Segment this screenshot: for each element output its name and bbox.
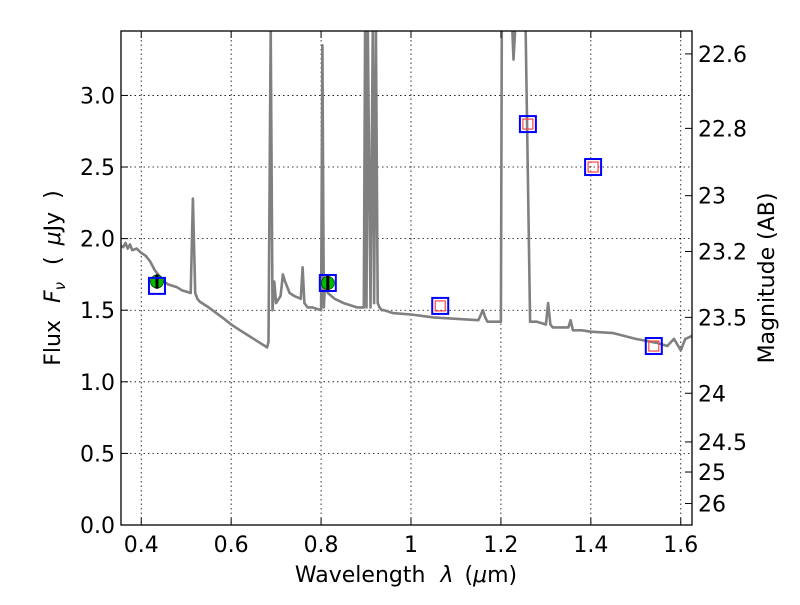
- y2-tick-label: 23.2: [698, 241, 747, 266]
- x-axis-title-text: Wavelength: [295, 563, 426, 588]
- plot-frame: [120, 30, 693, 526]
- y2-tick-label: 22.6: [698, 43, 747, 68]
- y2-tick-label: 23.5: [698, 306, 747, 331]
- y-tick-label: 1.0: [80, 371, 115, 396]
- model-square: [584, 158, 603, 177]
- x-tick-label: 0.6: [214, 533, 249, 558]
- y-axis-ticks: 0.0 0.5 1.0 1.5 2.0 2.5 3.0: [80, 84, 128, 539]
- y-tick-label: 2.0: [80, 228, 115, 253]
- model-square: [147, 276, 166, 295]
- model-inner-square: [522, 118, 534, 130]
- y2-tick-label: 26: [698, 493, 726, 518]
- y2-tick-label: 22.8: [698, 117, 747, 142]
- y-tick-label: 2.5: [80, 156, 115, 181]
- model-square: [431, 296, 450, 315]
- model-square: [318, 274, 337, 293]
- y-axis-title-text: Flux: [41, 320, 66, 366]
- x-axis-unit-mu: μ: [472, 563, 487, 588]
- y-axis-unit-rest: Jy: [41, 212, 66, 234]
- y2-tick-label: 23: [698, 185, 726, 210]
- model-square: [644, 337, 663, 356]
- y-tick-label: 3.0: [80, 84, 115, 109]
- y2-axis-ticks: 22.6 22.8 23 23.2 23.5 24 24.5 25 26: [685, 43, 747, 518]
- x-tick-label: 1.4: [573, 533, 608, 558]
- template-spectrum: [121, 31, 692, 352]
- y-axis-symbol: F: [41, 290, 66, 303]
- x-axis-title: Wavelength λ (μm): [295, 563, 517, 588]
- y2-tick-label: 24.5: [698, 431, 747, 456]
- y-axis-symbol-sub: ν: [51, 282, 69, 290]
- x-tick-label: 0.4: [124, 533, 159, 558]
- model-inner-square: [648, 340, 660, 352]
- spectrum-line: [121, 31, 692, 352]
- model-inner-square: [434, 300, 446, 312]
- y-axis-unit-open: (: [41, 256, 66, 265]
- model-inner-square: [587, 161, 599, 173]
- grid: [121, 31, 692, 525]
- x-tick-label: 1: [404, 533, 418, 558]
- y-axis-title: Flux Fν ( μJy ): [41, 190, 71, 365]
- x-axis-lambda: λ: [439, 563, 453, 588]
- y2-axis-title: Magnitude (AB): [755, 193, 780, 364]
- x-tick-label: 0.8: [304, 533, 339, 558]
- x-axis-unit-open: (: [464, 563, 473, 588]
- y-tick-label: 0.0: [80, 514, 115, 539]
- model-square: [518, 115, 537, 134]
- x-tick-label: 1.6: [663, 533, 698, 558]
- x-tick-label: 1.2: [483, 533, 518, 558]
- y-axis-unit-close: ): [41, 190, 66, 199]
- y2-tick-label: 24: [698, 382, 726, 407]
- y-tick-label: 0.5: [80, 442, 115, 467]
- y-axis-unit-mu: μ: [41, 231, 66, 246]
- x-axis-ticks: 0.4 0.6 0.8 1 1.2 1.4 1.6: [124, 31, 698, 558]
- x-axis-unit-rest: m): [487, 563, 517, 588]
- photometry-markers: [147, 115, 663, 356]
- y2-tick-label: 25: [698, 461, 726, 486]
- y-tick-label: 1.5: [80, 299, 115, 324]
